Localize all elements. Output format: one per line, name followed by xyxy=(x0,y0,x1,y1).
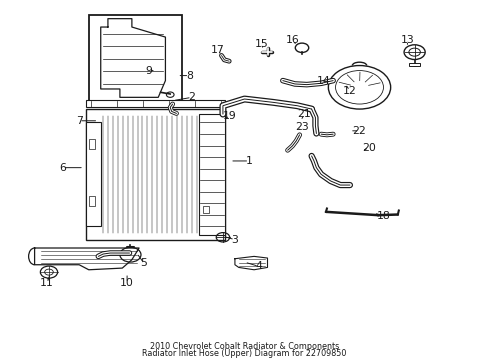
Text: 3: 3 xyxy=(231,235,238,245)
Bar xyxy=(86,109,225,240)
Text: 23: 23 xyxy=(295,122,308,132)
Text: 12: 12 xyxy=(343,86,356,96)
Text: 21: 21 xyxy=(297,109,311,119)
Bar xyxy=(203,206,208,213)
Text: 4: 4 xyxy=(255,261,262,271)
Text: 22: 22 xyxy=(352,126,366,136)
Text: 19: 19 xyxy=(223,111,237,121)
Text: 6: 6 xyxy=(59,163,66,173)
Text: 10: 10 xyxy=(120,278,134,288)
Text: Radiator Inlet Hose (Upper) Diagram for 22709850: Radiator Inlet Hose (Upper) Diagram for … xyxy=(142,349,346,358)
Text: 1: 1 xyxy=(245,156,252,166)
Bar xyxy=(408,63,420,66)
Text: 8: 8 xyxy=(185,71,192,81)
Text: 5: 5 xyxy=(140,258,147,268)
Bar xyxy=(89,15,182,104)
Text: 16: 16 xyxy=(285,35,299,45)
Text: 9: 9 xyxy=(145,66,152,76)
Bar xyxy=(199,114,225,235)
Bar xyxy=(89,196,95,206)
Text: 2010 Chevrolet Cobalt Radiator & Components: 2010 Chevrolet Cobalt Radiator & Compone… xyxy=(149,342,339,351)
Text: 11: 11 xyxy=(40,278,54,288)
Bar xyxy=(86,122,101,226)
Text: 2: 2 xyxy=(188,93,195,102)
Polygon shape xyxy=(234,256,267,270)
Text: 20: 20 xyxy=(362,143,375,153)
Bar xyxy=(89,139,95,149)
Text: 17: 17 xyxy=(211,45,224,55)
Text: 18: 18 xyxy=(376,211,389,221)
Text: 15: 15 xyxy=(254,39,267,49)
Text: 7: 7 xyxy=(76,116,82,126)
Bar xyxy=(86,100,225,107)
Text: 14: 14 xyxy=(316,76,330,86)
Text: 13: 13 xyxy=(400,35,413,45)
